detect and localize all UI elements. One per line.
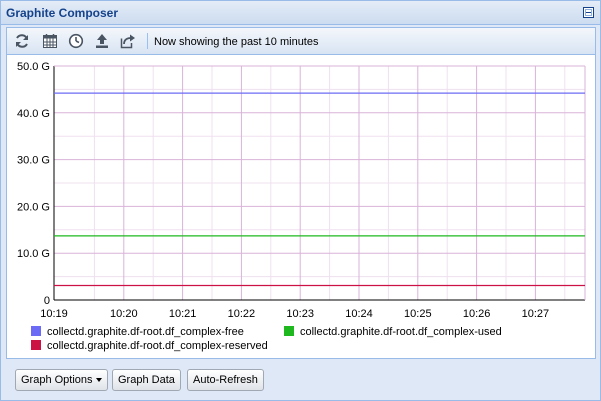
graph-options-label: Graph Options xyxy=(21,374,93,386)
window-title: Graphite Composer xyxy=(6,6,119,20)
auto-refresh-button[interactable]: Auto-Refresh xyxy=(187,369,264,391)
x-tick-label: 10:24 xyxy=(345,308,373,320)
x-tick-label: 10:23 xyxy=(286,308,314,320)
x-tick-label: 10:20 xyxy=(110,308,138,320)
graph-panel: 0 10.0 G 20.0 G 30.0 G 40.0 G 50.0 G 10:19 10:2… xyxy=(6,54,596,359)
x-tick-label: 10:22 xyxy=(228,308,256,320)
x-tick-label: 10:27 xyxy=(522,308,550,320)
legend-swatch xyxy=(31,340,41,350)
upload-icon[interactable] xyxy=(92,31,112,51)
legend-label: collectd.graphite.df-root.df_complex-fre… xyxy=(47,326,244,338)
y-tick-label: 30.0 G xyxy=(17,155,50,167)
dropdown-arrow-icon xyxy=(95,378,102,383)
y-tick-label: 0 xyxy=(44,295,50,307)
x-tick-label: 10:26 xyxy=(463,308,491,320)
legend-swatch xyxy=(31,326,41,336)
y-tick-label: 20.0 G xyxy=(17,201,50,213)
x-tick-label: 10:21 xyxy=(169,308,197,320)
line-chart: 0 10.0 G 20.0 G 30.0 G 40.0 G 50.0 G 10:19 10:2… xyxy=(17,61,586,352)
x-tick-label: 10:25 xyxy=(404,308,432,320)
refresh-icon[interactable] xyxy=(12,31,32,51)
graph-options-button[interactable]: Graph Options xyxy=(15,369,108,391)
title-bar: Graphite Composer xyxy=(1,1,600,25)
clock-icon[interactable] xyxy=(66,31,86,51)
collapse-icon[interactable] xyxy=(583,7,594,18)
time-range-status: Now showing the past 10 minutes xyxy=(154,36,319,48)
x-tick-label: 10:19 xyxy=(40,308,68,320)
graph-data-button[interactable]: Graph Data xyxy=(112,369,181,391)
legend-label: collectd.graphite.df-root.df_complex-use… xyxy=(300,326,502,338)
toolbar-separator xyxy=(147,33,148,49)
toolbar: Now showing the past 10 minutes xyxy=(6,27,596,54)
legend-label: collectd.graphite.df-root.df_complex-res… xyxy=(47,340,268,352)
bottom-toolbar: Graph Options Graph Data Auto-Refresh xyxy=(6,366,596,394)
legend-swatch xyxy=(284,326,294,336)
y-tick-label: 40.0 G xyxy=(17,108,50,120)
y-tick-label: 10.0 G xyxy=(17,248,50,260)
y-tick-label: 50.0 G xyxy=(17,61,50,73)
calendar-icon[interactable] xyxy=(40,31,60,51)
share-icon[interactable] xyxy=(118,31,138,51)
